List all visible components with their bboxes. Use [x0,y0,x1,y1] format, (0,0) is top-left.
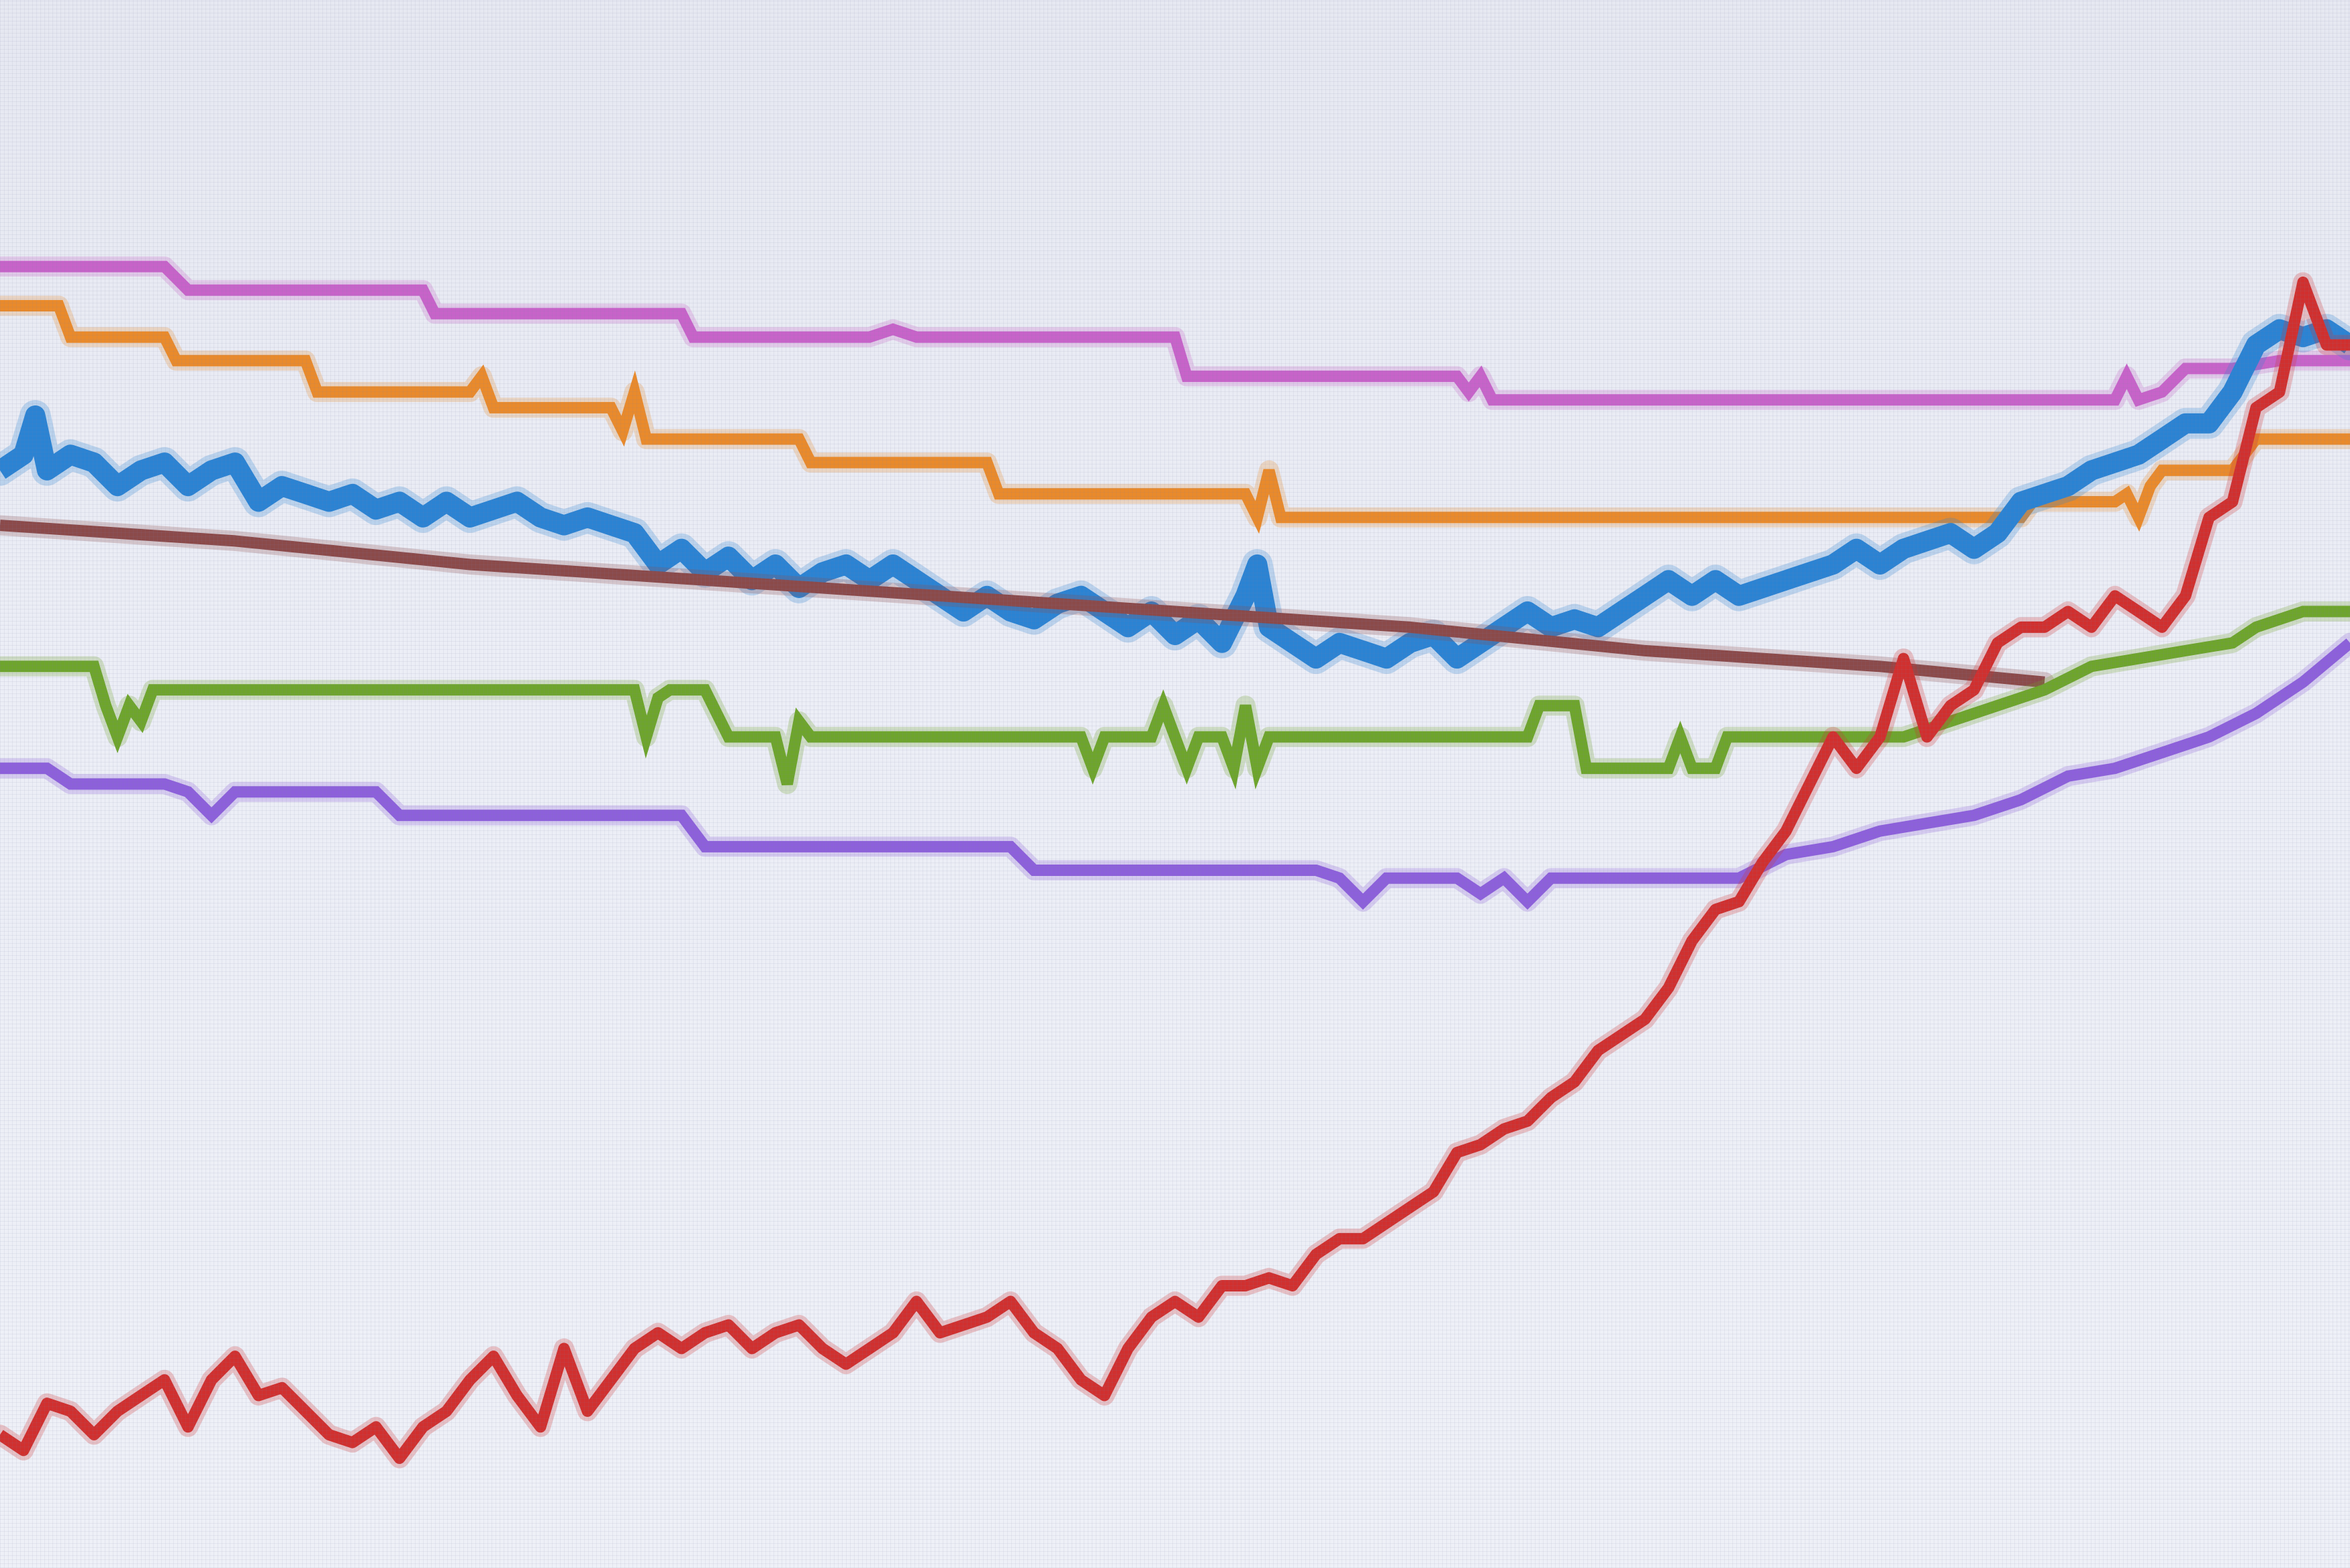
series-3-line [0,319,2350,669]
series-2-line [0,300,2350,534]
series-6-line [0,638,2350,910]
series-1-line [0,260,2350,407]
series-4-line [0,520,2045,688]
series-7-line [0,277,2350,1464]
series-layer [0,256,2350,1469]
series-5-line [0,605,2350,790]
